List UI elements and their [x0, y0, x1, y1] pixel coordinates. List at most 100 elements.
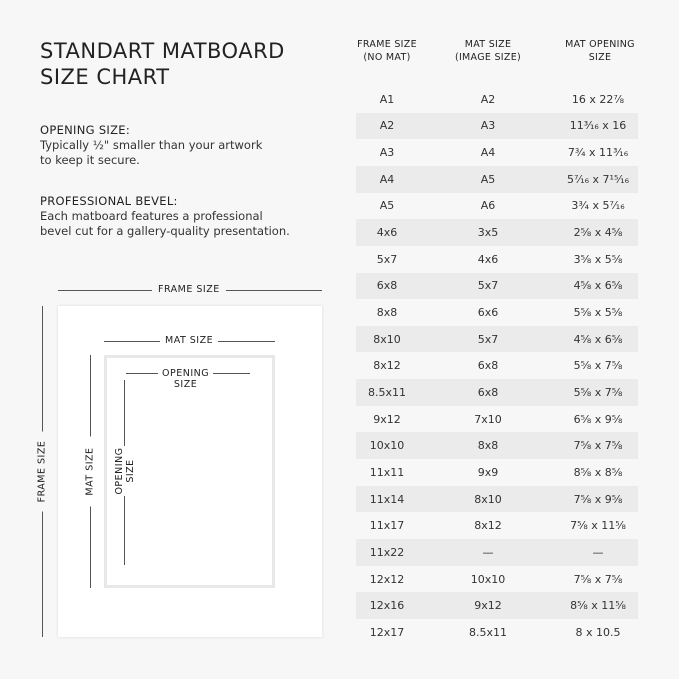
frame-size-cell: 10x10 [369, 439, 405, 453]
table-row: 12x17 8.5x11 8 x 10.5 [356, 619, 638, 646]
frame-size-cell: 8.5x11 [367, 385, 406, 399]
opening-size-label: OPENING SIZE [158, 368, 214, 390]
bevel-heading: PROFESSIONAL BEVEL: [40, 194, 178, 208]
opening-size-cell: 7⅝ x 7⅝ [573, 439, 623, 453]
mat-size-cell: 5x7 [477, 279, 499, 293]
opening-size-vertical-label: OPENING SIZE [114, 446, 136, 496]
table-row: 8x8 6x6 5⅝ x 5⅝ [356, 299, 638, 326]
opening-size-cell: 5⅝ x 7⅝ [573, 359, 623, 373]
table-row: 6x8 5x7 4⅝ x 6⅝ [356, 272, 638, 300]
frame-size-vertical-label: FRAME SIZE [36, 431, 48, 512]
frame-size-cell: 8x10 [373, 332, 401, 346]
opening-size-cell: 7⅝ x 9⅝ [573, 492, 623, 506]
table-row: 9x12 7x10 6⅝ x 9⅝ [356, 406, 638, 433]
header-line: MAT SIZE [464, 39, 512, 50]
mat-size-cell: 8.5x11 [468, 625, 507, 639]
mat-size-cell: 10x10 [470, 572, 506, 586]
mat-size-cell: 7x10 [474, 412, 502, 426]
mat-size-cell: A6 [480, 199, 496, 213]
frame-size-cell: 4x6 [376, 226, 398, 240]
table-row: A2 A3 11³⁄₁₆ x 16 [356, 112, 638, 140]
opening-size-cell: 3⅝ x 5⅝ [573, 252, 623, 266]
text-line: to keep it secure. [40, 153, 140, 167]
table-row: 11x11 9x9 8⅝ x 8⅝ [356, 459, 638, 486]
text-line: Each matboard features a professional [40, 209, 263, 223]
title-line: SIZE CHART [40, 65, 170, 89]
title-line: STANDART MATBOARD [40, 39, 285, 63]
header-mat-size: MAT SIZE (IMAGE SIZE) [433, 38, 543, 64]
opening-size-cell: 5⁷⁄₁₆ x 7¹⁵⁄₁₆ [566, 172, 630, 186]
opening-size-cell: 2⅝ x 4⅝ [573, 226, 623, 240]
frame-size-cell: 9x12 [373, 412, 401, 426]
frame-size-cell: 12x12 [369, 572, 405, 586]
opening-size-cell: 8⅝ x 11⅝ [570, 599, 626, 613]
frame-size-cell: 5x7 [376, 252, 398, 266]
table-row: A5 A6 3¾ x 5⁷⁄₁₆ [356, 193, 638, 220]
mat-size-label: MAT SIZE [160, 335, 219, 346]
table-row: 12x12 10x10 7⅝ x 7⅝ [356, 566, 638, 593]
header-frame-size: FRAME SIZE (NO MAT) [332, 38, 442, 64]
table-row: 8x12 6x8 5⅝ x 7⅝ [356, 353, 638, 380]
mat-size-cell: A5 [480, 172, 496, 186]
opening-size-cell: 5⅝ x 7⅝ [573, 385, 623, 399]
label-line: SIZE [173, 379, 198, 390]
table-row: A3 A4 7¾ x 11³⁄₁₆ [356, 139, 638, 166]
table-row: 5x7 4x6 3⅝ x 5⅝ [356, 246, 638, 273]
opening-size-cell: 16 x 22⅞ [571, 92, 625, 106]
opening-size-cell: 7¾ x 11³⁄₁₆ [567, 146, 629, 160]
header-line: MAT OPENING [565, 39, 635, 50]
label-line: OPENING [114, 447, 125, 495]
frame-size-cell: 11x17 [369, 519, 405, 533]
frame-size-cell: 6x8 [376, 279, 398, 293]
table-row: 4x6 3x5 2⅝ x 4⅝ [356, 219, 638, 246]
bevel-text: Each matboard features a professional be… [40, 209, 340, 239]
mat-size-cell: A2 [480, 92, 496, 106]
mat-size-cell: 8x10 [474, 492, 502, 506]
header-line: (NO MAT) [363, 52, 411, 63]
opening-size-cell: 4⅝ x 6⅝ [573, 279, 623, 293]
mat-size-cell: 9x12 [474, 599, 502, 613]
label-line: SIZE [125, 459, 136, 483]
table-row: 11x17 8x12 7⅝ x 11⅝ [356, 512, 638, 539]
header-line: (IMAGE SIZE) [454, 52, 522, 63]
frame-size-cell: A2 [379, 119, 395, 133]
label-line: OPENING [162, 368, 210, 379]
text-line: bevel cut for a gallery-quality presenta… [40, 224, 290, 238]
opening-size-cell: 7⅝ x 11⅝ [570, 519, 626, 533]
header-mat-opening: MAT OPENING SIZE [545, 38, 655, 64]
frame-size-cell: A5 [379, 199, 395, 213]
opening-size-cell: 8⅝ x 8⅝ [573, 465, 623, 479]
table-row: 8x10 5x7 4⅝ x 6⅝ [356, 325, 638, 353]
mat-size-vertical-label: MAT SIZE [84, 436, 96, 507]
mat-size-cell: A3 [480, 119, 496, 133]
table-row: A1 A2 16 x 22⅞ [356, 86, 638, 113]
mat-size-cell: 6x6 [477, 306, 499, 319]
table-row: A4 A5 5⁷⁄₁₆ x 7¹⁵⁄₁₆ [356, 165, 638, 193]
opening-size-cell: 4⅝ x 6⅝ [573, 332, 623, 346]
mat-size-cell: 8x8 [477, 439, 499, 453]
table-row: 12x16 9x12 8⅝ x 11⅝ [356, 592, 638, 619]
mat-size-cell: 4x6 [477, 252, 499, 266]
opening-size-cell: 6⅝ x 9⅝ [573, 412, 623, 426]
table-row: 11x14 8x10 7⅝ x 9⅝ [356, 485, 638, 513]
text-line: Typically ½" smaller than your artwork [40, 138, 263, 152]
frame-size-cell: 12x16 [369, 599, 405, 613]
frame-size-cell: 11x11 [369, 465, 405, 479]
table-row: 11x22 — — [356, 539, 638, 566]
opening-size-cell: 7⅝ x 7⅝ [573, 572, 623, 586]
table-row: 8.5x11 6x8 5⅝ x 7⅝ [356, 379, 638, 406]
opening-size-cell: 11³⁄₁₆ x 16 [569, 119, 627, 133]
frame-size-cell: 8x12 [373, 359, 401, 373]
frame-size-cell: 8x8 [376, 306, 398, 319]
mat-size-cell: A4 [480, 146, 496, 160]
mat-size-cell: — [482, 545, 494, 559]
opening-size-cell: 8 x 10.5 [575, 625, 621, 639]
mat-size-cell: 3x5 [477, 226, 499, 240]
opening-size-cell: — [592, 545, 604, 559]
opening-size-cell: 5⅝ x 5⅝ [573, 306, 623, 319]
mat-size-cell: 9x9 [477, 465, 499, 479]
mat-size-cell: 6x8 [477, 385, 499, 399]
frame-size-cell: A3 [379, 146, 395, 160]
header-line: SIZE [588, 52, 612, 63]
